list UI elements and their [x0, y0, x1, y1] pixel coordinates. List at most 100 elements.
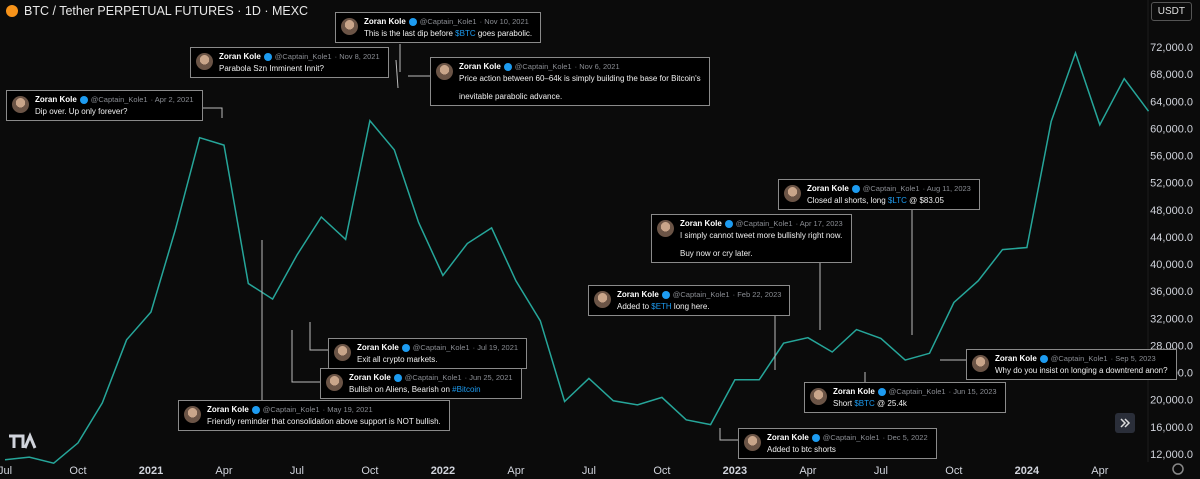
connector: [309, 322, 328, 351]
tweet-text: Parabola Szn Imminent Innit?: [219, 64, 324, 73]
avatar: [334, 344, 351, 361]
avatar: [972, 355, 989, 372]
tweet-date: Sep 5, 2023: [1111, 354, 1155, 363]
y-tick-label: 12,000.0: [1150, 449, 1193, 461]
tweet-text: Added to btc shorts: [767, 445, 836, 454]
y-tick-label: 72,000.0: [1150, 42, 1193, 54]
tweet-text: Price action between 60–64k is simply bu…: [459, 74, 701, 83]
tweet-header: Zoran Kole @Captain_Kole1Jun 15, 2023: [833, 387, 997, 396]
avatar: [12, 96, 29, 113]
tweet-body: Zoran Kole @Captain_Kole1Jul 19, 2021 Exit…: [357, 343, 518, 364]
verified-badge: [393, 373, 402, 382]
coin-icon: [6, 5, 18, 17]
x-tick-label: Apr: [1091, 465, 1108, 477]
tweet-header: Zoran Kole @Captain_Kole1Sep 5, 2023: [995, 354, 1168, 363]
avatar: [594, 291, 611, 308]
x-tick-label: Oct: [361, 465, 378, 477]
tweet-header: Zoran Kole @Captain_Kole1Nov 6, 2021: [459, 62, 701, 71]
tweet-date: Nov 8, 2021: [335, 52, 379, 61]
author: Zoran Kole: [364, 17, 406, 26]
x-tick-label: Apr: [799, 465, 816, 477]
x-tick-label: Oct: [945, 465, 962, 477]
tweet-text: Closed all shorts, long $LTC @ $83.05: [807, 196, 944, 205]
verified-badge: [263, 52, 272, 61]
avatar: [436, 63, 453, 80]
logo: [9, 432, 37, 449]
x-tick-label: Jul: [582, 465, 596, 477]
tweet-date: Aug 11, 2023: [923, 184, 971, 193]
tweet-header: Zoran Kole @Captain_Kole1Jul 19, 2021: [357, 343, 518, 352]
tweet-date: May 19, 2021: [323, 405, 372, 414]
handle: @Captain_Kole1: [274, 52, 332, 61]
tweet-card: Zoran Kole @Captain_Kole1Sep 5, 2023 Why d…: [966, 349, 1177, 380]
tweet-date: Apr 17, 2023: [796, 219, 843, 228]
y-tick-label: 36,000.0: [1150, 286, 1193, 298]
tweet-text: Dip over. Up only forever?: [35, 107, 128, 116]
settings-icon[interactable]: [1172, 463, 1184, 475]
handle: @Captain_Kole1: [735, 219, 793, 228]
tweet-header: Zoran Kole @Captain_Kole1Apr 2, 2021: [35, 95, 194, 104]
tweet-text: This is the last dip before $BTC goes pa…: [364, 29, 533, 38]
tweet-text: Added to $ETH long here.: [617, 302, 710, 311]
tweet-date: Nov 10, 2021: [480, 17, 529, 26]
x-tick-label: Oct: [653, 465, 670, 477]
handle: @Captain_Kole1: [822, 433, 880, 442]
author: Zoran Kole: [207, 405, 249, 414]
tweet-header: Zoran Kole @Captain_Kole1Aug 11, 2023: [807, 184, 971, 193]
tweet-date: Dec 5, 2022: [883, 433, 927, 442]
verified-badge: [408, 17, 417, 26]
author: Zoran Kole: [459, 62, 501, 71]
tweet-card: Zoran Kole @Captain_Kole1Feb 22, 2023 Adde…: [588, 285, 791, 316]
author: Zoran Kole: [219, 52, 261, 61]
x-tick-label: 2023: [723, 465, 747, 477]
verified-badge: [251, 405, 260, 414]
tweet-card: Zoran Kole @Captain_Kole1Nov 8, 2021 Parab…: [190, 47, 389, 78]
tweet-body: Zoran Kole @Captain_Kole1Feb 22, 2023 Adde…: [617, 290, 781, 311]
tweet-body: Zoran Kole @Captain_Kole1Apr 17, 2023 I si…: [680, 219, 843, 258]
verified-badge: [811, 433, 820, 442]
tweet-date: Jul 19, 2021: [473, 343, 518, 352]
scroll-button[interactable]: [1115, 413, 1135, 433]
tweet-body: Zoran Kole @Captain_Kole1Nov 8, 2021 Parab…: [219, 52, 380, 73]
chart-title: BTC / Tether PERPETUAL FUTURES · 1D · ME…: [24, 4, 309, 18]
tweet-card: Zoran Kole @Captain_Kole1Jun 15, 2023 Shor…: [804, 382, 1006, 413]
avatar: [657, 220, 674, 237]
tweet-text: Short $BTC @ 25.4k: [833, 399, 907, 408]
x-tick-label: Jul: [0, 465, 12, 477]
tweet-body: Zoran Kole @Captain_Kole1Jun 25, 2021 Bull…: [349, 373, 513, 394]
avatar: [744, 434, 761, 451]
handle: @Captain_Kole1: [888, 387, 946, 396]
currency-select[interactable]: USDT: [1150, 2, 1192, 21]
tweet-card: Zoran Kole @Captain_Kole1Jun 25, 2021 Bull…: [320, 368, 522, 399]
tweet-body: Zoran Kole @Captain_Kole1Nov 6, 2021 Price…: [459, 62, 701, 101]
y-tick-label: 20,000.0: [1150, 395, 1193, 407]
verified-badge: [1039, 354, 1048, 363]
author: Zoran Kole: [617, 290, 659, 299]
tweet-header: Zoran Kole @Captain_Kole1May 19, 2021: [207, 405, 441, 414]
tweet-card: Zoran Kole @Captain_Kole1Dec 5, 2022 Added…: [738, 428, 937, 459]
author: Zoran Kole: [995, 354, 1037, 363]
tweet-card: Zoran Kole @Captain_Kole1Nov 10, 2021 This…: [335, 12, 542, 43]
tweet-card: Zoran Kole @Captain_Kole1Jul 19, 2021 Exit…: [328, 338, 528, 369]
avatar: [810, 388, 827, 405]
tweet-card: Zoran Kole @Captain_Kole1May 19, 2021 Frie…: [178, 400, 450, 431]
y-tick-label: 44,000.0: [1150, 232, 1193, 244]
avatar: [326, 374, 343, 391]
tweet-date: Nov 6, 2021: [575, 62, 619, 71]
tweet-date: Feb 22, 2023: [733, 290, 781, 299]
handle: @Captain_Kole1: [1050, 354, 1108, 363]
tweet-body: Zoran Kole @Captain_Kole1Aug 11, 2023 Clos…: [807, 184, 971, 205]
x-tick-label: Apr: [215, 465, 232, 477]
handle: @Captain_Kole1: [404, 373, 462, 382]
author: Zoran Kole: [833, 387, 875, 396]
tweet-card: Zoran Kole @Captain_Kole1Aug 11, 2023 Clos…: [778, 179, 980, 210]
author: Zoran Kole: [807, 184, 849, 193]
y-tick-label: 32,000.0: [1150, 313, 1193, 325]
tweet-date: Jun 25, 2021: [465, 373, 512, 382]
author: Zoran Kole: [767, 433, 809, 442]
tweet-text: Friendly reminder that consolidation abo…: [207, 417, 441, 426]
tweet-header: Zoran Kole @Captain_Kole1Dec 5, 2022: [767, 433, 928, 442]
y-tick-label: 16,000.0: [1150, 422, 1193, 434]
connector: [291, 330, 320, 383]
tweet-body: Zoran Kole @Captain_Kole1Apr 2, 2021 Dip o…: [35, 95, 194, 116]
